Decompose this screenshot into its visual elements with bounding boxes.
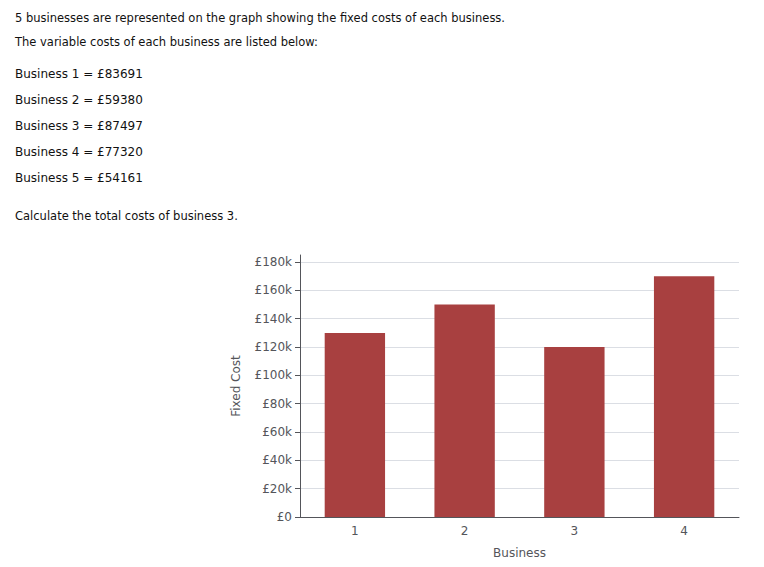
svg-text:£100k: £100k — [255, 368, 293, 382]
svg-text:Business 1 = £83691: Business 1 = £83691 — [15, 67, 143, 81]
svg-text:Business 4 = £77320: Business 4 = £77320 — [15, 145, 143, 159]
svg-text:The variable costs of each bus: The variable costs of each business are … — [14, 35, 318, 49]
svg-text:£120k: £120k — [255, 340, 293, 354]
svg-text:3: 3 — [571, 524, 579, 538]
svg-text:Business 3 = £87497: Business 3 = £87497 — [15, 119, 143, 133]
svg-text:4: 4 — [680, 524, 688, 538]
svg-text:£140k: £140k — [255, 312, 293, 326]
svg-text:£60k: £60k — [262, 425, 292, 439]
svg-text:£20k: £20k — [262, 482, 292, 496]
svg-text:£0: £0 — [277, 510, 292, 524]
svg-text:Business 2 = £59380: Business 2 = £59380 — [15, 93, 143, 107]
svg-text:£160k: £160k — [255, 283, 293, 297]
svg-text:£180k: £180k — [255, 255, 293, 269]
svg-text:5 businesses are represented o: 5 businesses are represented on the grap… — [15, 11, 505, 25]
svg-text:Fixed Cost: Fixed Cost — [229, 355, 243, 417]
svg-text:£40k: £40k — [262, 453, 292, 467]
svg-text:Business 5 = £54161: Business 5 = £54161 — [15, 171, 143, 185]
svg-text:£80k: £80k — [262, 397, 292, 411]
svg-text:1: 1 — [351, 524, 359, 538]
svg-text:Calculate the total costs of b: Calculate the total costs of business 3. — [15, 209, 238, 223]
svg-text:Business: Business — [493, 546, 546, 560]
svg-text:2: 2 — [461, 524, 469, 538]
